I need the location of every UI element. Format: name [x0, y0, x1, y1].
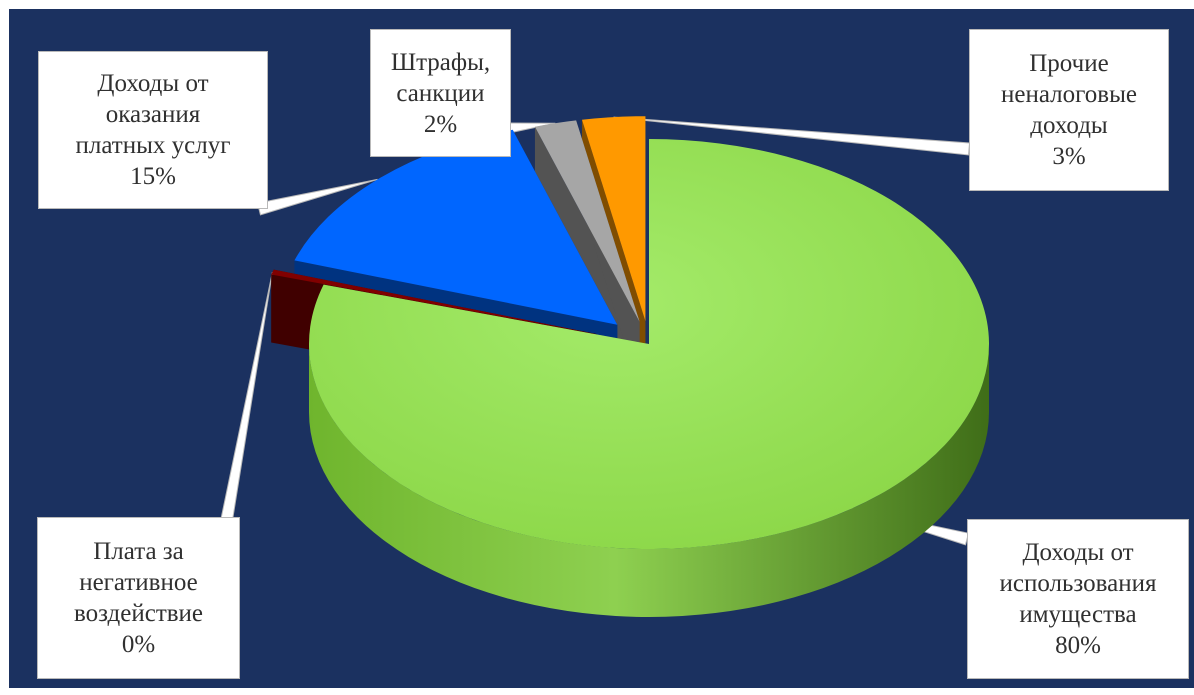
chart-area: Доходы от использования имущества 80% Пла…: [9, 9, 1194, 688]
slice-label-text-2: Доходы от оказания платных услуг: [75, 70, 231, 159]
slice-percent-text-3: 2%: [423, 110, 458, 138]
pie-chart: [218, 116, 989, 617]
slice-label-text-0: Доходы от использования имущества: [999, 539, 1157, 628]
slice-percent-text-0: 80%: [1055, 632, 1101, 659]
leader-line-2: [256, 178, 378, 216]
pie-slice-0: [309, 139, 989, 617]
pie-slice-top-3: [534, 120, 640, 322]
callout-label-4: Прочие неналоговые доходы 3%: [969, 29, 1169, 191]
callout-label-3: Штрафы, санкции 2%: [370, 29, 511, 157]
callout-label-2: Доходы от оказания платных услуг 15%: [38, 51, 268, 209]
pie-slice-top-2: [294, 129, 618, 325]
pie-slice-top-1: [271, 269, 597, 334]
leader-line-1: [218, 272, 273, 531]
slice-label-text-4: Прочие неналоговые доходы: [1001, 50, 1137, 139]
slice-label-text-3: Штрафы, санкции: [390, 48, 491, 107]
callout-label-0: Доходы от использования имущества 80%: [967, 519, 1189, 679]
slice-percent-text-2: 15%: [130, 163, 176, 190]
pie-slice-top-4: [581, 116, 646, 322]
pie-slice-top-0: [309, 139, 989, 549]
slice-label-text-1: Плата за негативное воздействие: [73, 538, 204, 627]
callout-label-1: Плата за негативное воздействие 0%: [37, 517, 240, 679]
slice-percent-text-1: 0%: [121, 631, 156, 658]
slice-percent-text-4: 3%: [1052, 143, 1086, 170]
pie-slice-side-0-0: [309, 344, 989, 617]
